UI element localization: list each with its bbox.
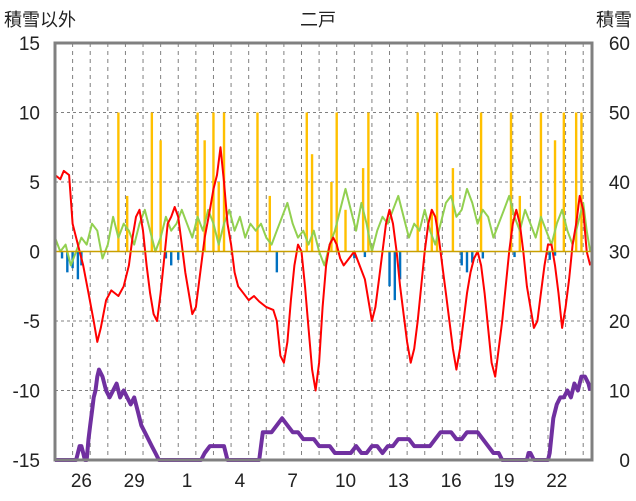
precipitation-bar <box>170 251 173 266</box>
precipitation-bar <box>548 251 551 260</box>
y-right-tick-label: 50 <box>609 104 630 125</box>
plot-frame <box>53 41 594 462</box>
sunshine-bar <box>479 112 483 252</box>
y-left-tick-label: -10 <box>13 382 40 403</box>
x-tick-label: 19 <box>493 471 514 492</box>
left-axis-title: 積雪以外 <box>4 10 76 30</box>
axes <box>53 41 594 462</box>
x-tick-label: 4 <box>235 471 246 492</box>
precipitation-bar <box>471 251 474 263</box>
sunshine-bar <box>125 195 129 252</box>
chart-title: 二戸 <box>300 10 336 30</box>
sunshine-bar <box>217 182 220 252</box>
sunshine-bar <box>335 112 338 252</box>
precipitation-bar <box>66 251 69 273</box>
sunshine-bar <box>509 112 513 252</box>
x-tick-label: 16 <box>441 471 462 492</box>
sunshine-bar <box>150 112 154 252</box>
precipitation-bar <box>164 251 168 259</box>
sunshine-bar <box>539 112 543 252</box>
precipitation-bar <box>363 251 367 258</box>
precipitation-bar <box>393 251 397 301</box>
precipitation-bar <box>465 251 469 273</box>
sunshine-bar <box>430 209 433 252</box>
right-axis-title: 積雪 <box>596 10 632 30</box>
sunshine-bar <box>367 112 370 252</box>
sunshine-bar <box>562 112 566 252</box>
y-left-tick-label: -5 <box>23 312 40 333</box>
sunshine-bar <box>574 112 578 252</box>
precipitation-bar <box>513 251 516 258</box>
precipitation-bar <box>76 251 80 280</box>
precipitation-bar <box>398 251 402 280</box>
sunshine-bar <box>580 112 583 252</box>
sunshine-bar <box>268 195 271 252</box>
y-left-tick-label: 10 <box>19 104 40 125</box>
sunshine-bar <box>416 112 419 252</box>
sunshine-bar <box>159 140 162 252</box>
sunshine-bar <box>553 140 557 252</box>
sunshine-bar <box>196 112 199 252</box>
sunshine-bars <box>117 112 583 252</box>
precipitation-bar <box>275 251 279 273</box>
y-left-tick-label: -15 <box>13 451 40 472</box>
y-right-tick-label: 40 <box>609 173 630 194</box>
precipitation-bar <box>553 251 557 256</box>
sunshine-bar <box>310 154 314 252</box>
sunshine-bar <box>435 112 439 252</box>
sunshine-bar <box>330 182 333 252</box>
sunshine-bar <box>256 112 259 252</box>
y-right-tick-label: 60 <box>609 34 630 55</box>
y-left-tick-label: 15 <box>19 34 40 55</box>
precipitation-bar <box>460 251 463 266</box>
sunshine-bar <box>203 140 206 252</box>
precipitation-bar <box>388 251 391 287</box>
x-tick-label: 29 <box>124 471 145 492</box>
sunshine-bar <box>451 168 455 252</box>
sunshine-bar <box>344 209 347 252</box>
sunshine-bar <box>305 112 308 252</box>
sunshine-bar <box>117 112 120 252</box>
y-right-tick-label: 10 <box>609 382 630 403</box>
precipitation-bar <box>60 251 64 259</box>
x-tick-label: 22 <box>546 471 567 492</box>
x-tick-label: 1 <box>182 471 193 492</box>
y-left-tick-label: 0 <box>29 243 40 264</box>
x-tick-label: 26 <box>71 471 92 492</box>
y-right-tick-label: 0 <box>619 451 630 472</box>
precipitation-bar <box>481 251 485 259</box>
y-right-tick-label: 20 <box>609 312 630 333</box>
y-right-tick-label: 30 <box>609 243 630 264</box>
sunshine-bar <box>212 112 215 252</box>
x-tick-label: 7 <box>287 471 298 492</box>
wind-line <box>54 187 592 267</box>
x-tick-label: 13 <box>388 471 409 492</box>
precipitation-bar <box>353 251 356 259</box>
y-left-tick-label: 5 <box>29 173 40 194</box>
x-tick-label: 10 <box>335 471 356 492</box>
precipitation-bar <box>177 251 180 260</box>
